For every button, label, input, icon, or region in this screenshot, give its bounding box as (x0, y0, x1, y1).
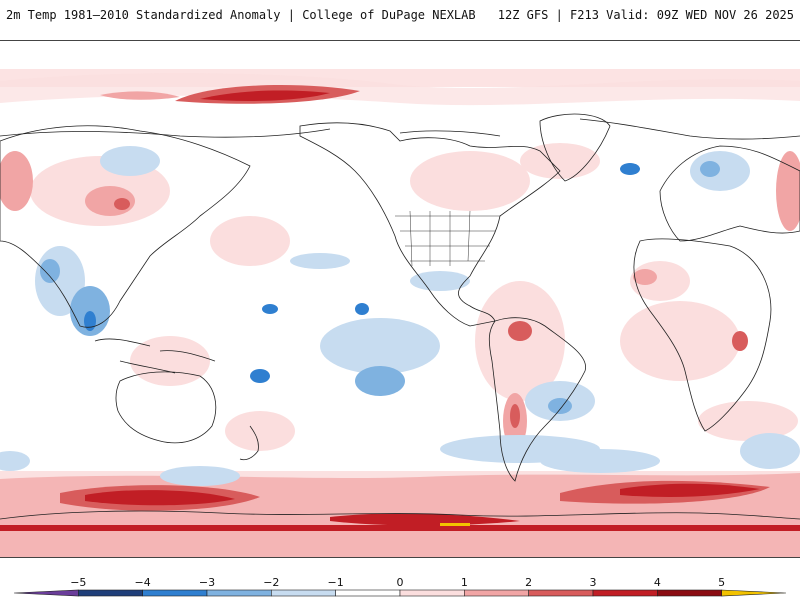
map-svg (0, 41, 800, 557)
australia-outline (115, 371, 217, 444)
europe-outline (659, 145, 800, 242)
colorbar: −5 −4 −3 −2 −1 0 1 2 3 4 5 (0, 570, 800, 600)
greenland-outline (539, 113, 611, 182)
colorbar-segment (206, 589, 272, 597)
colorbar-tick-label: 3 (589, 576, 597, 589)
anomaly-field-patches (0, 143, 800, 486)
asia-outline (0, 125, 251, 328)
colorbar-tick-label: −5 (70, 576, 87, 589)
colorbar-tick-label: 4 (653, 576, 661, 589)
colorbar-segment (464, 589, 529, 597)
state-boundaries (395, 210, 500, 267)
colorbar-svg (13, 589, 787, 597)
colorbar-segment (528, 589, 594, 597)
colorbar-tick-label: 5 (718, 576, 726, 589)
colorbar-segments (13, 589, 787, 597)
arctic-coast-outline (0, 118, 800, 140)
colorbar-segment (13, 589, 79, 597)
colorbar-tick-label: 2 (525, 576, 533, 589)
colorbar-tick-label: 0 (396, 576, 404, 589)
colorbar-segment (335, 589, 401, 597)
colorbar-segment (721, 589, 787, 597)
anomaly-field-antarctic (0, 471, 800, 557)
colorbar-segment (399, 589, 465, 597)
south-america-outline (488, 317, 587, 482)
colorbar-segment (142, 589, 208, 597)
north-america-outline (299, 122, 561, 327)
coastlines (0, 113, 800, 520)
new-zealand-outline (239, 425, 259, 461)
colorbar-segment (271, 589, 336, 597)
colorbar-segment (592, 589, 658, 597)
colorbar-segment (78, 589, 143, 597)
header: 2m Temp 1981–2010 Standardized Anomaly |… (0, 0, 800, 30)
colorbar-tick-label: −3 (198, 576, 216, 589)
colorbar-segment (657, 589, 722, 597)
colorbar-tick-label: −2 (263, 576, 280, 589)
anomaly-map (0, 40, 800, 558)
africa-outline (633, 238, 772, 432)
anomaly-field-arctic (0, 69, 800, 106)
model-run-info: 12Z GFS | F213 Valid: 09Z WED NOV 26 202… (497, 8, 794, 22)
colorbar-tick-label: 1 (460, 576, 468, 589)
antarctica-outline (0, 510, 800, 520)
map-title: 2m Temp 1981–2010 Standardized Anomaly |… (6, 8, 476, 22)
colorbar-tick-label: −4 (134, 576, 151, 589)
colorbar-tick-label: −1 (327, 576, 344, 589)
